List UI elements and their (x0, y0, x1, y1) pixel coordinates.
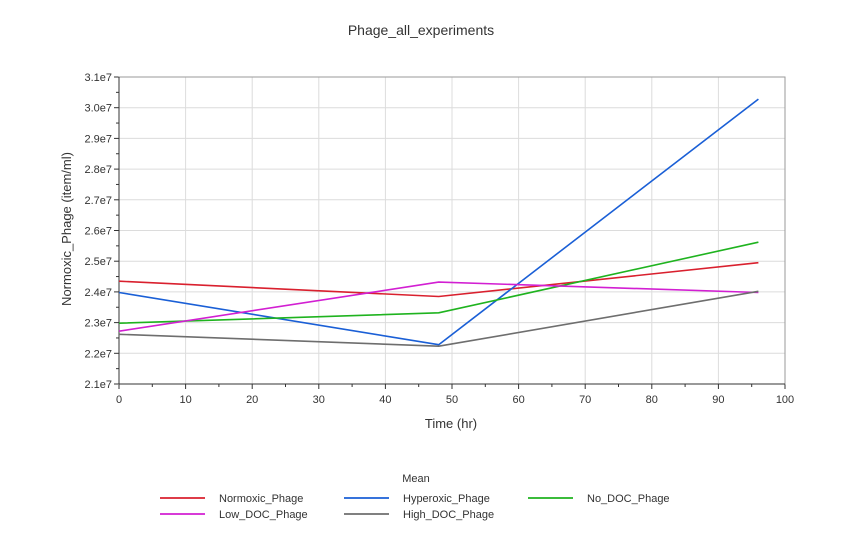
legend-label: No_DOC_Phage (587, 493, 670, 505)
legend: Normoxic_Phage Hyperoxic_Phage No_DOC_Phag… (160, 493, 670, 521)
y-tick-label: 2.2e7 (84, 348, 112, 360)
y-axis-label: Normoxic_Phage (item/ml) (59, 152, 74, 306)
x-tick-label: 60 (512, 394, 524, 406)
series-line-low-doc-phage (118, 281, 759, 332)
y-tick-label: 2.9e7 (84, 133, 112, 145)
chart-title: Phage_all_experiments (348, 22, 494, 38)
series-line-hyperoxic-phage (118, 98, 759, 346)
x-tick-label: 0 (116, 394, 122, 406)
legend-item: High_DOC_Phage (344, 509, 494, 521)
y-tick-label: 2.5e7 (84, 256, 112, 268)
x-tick-label: 50 (446, 394, 458, 406)
y-tick-label: 2.7e7 (84, 195, 112, 207)
legend-item: Hyperoxic_Phage (344, 493, 490, 505)
x-axis-label: Time (hr) (425, 416, 477, 431)
legend-title: Mean (402, 473, 430, 485)
x-tick-label: 30 (313, 394, 325, 406)
x-tick-label: 70 (579, 394, 591, 406)
legend-label: Low_DOC_Phage (219, 509, 308, 521)
y-tick-label: 2.4e7 (84, 287, 112, 299)
series-line-normoxic-phage (118, 261, 759, 298)
legend-item: No_DOC_Phage (528, 493, 670, 505)
axes: 0 10 20 30 40 50 60 70 80 90 100 2.1e7 2.2e7 2.3e7 2.4… (84, 72, 794, 406)
legend-label: High_DOC_Phage (403, 509, 494, 521)
series-line-high-doc-phage (118, 290, 759, 348)
y-tick-label: 2.8e7 (84, 164, 112, 176)
series-line-no-doc-phage (118, 241, 759, 324)
x-tick-label: 10 (179, 394, 191, 406)
y-tick-label: 3.0e7 (84, 103, 112, 115)
legend-label: Normoxic_Phage (219, 493, 303, 505)
x-tick-label: 80 (646, 394, 658, 406)
legend-item: Normoxic_Phage (160, 493, 303, 505)
y-tick-label: 3.1e7 (84, 72, 112, 84)
x-tick-label: 20 (246, 394, 258, 406)
x-tick-label: 90 (712, 394, 724, 406)
y-tick-label: 2.3e7 (84, 318, 112, 330)
legend-label: Hyperoxic_Phage (403, 493, 490, 505)
y-tick-label: 2.1e7 (84, 379, 112, 391)
legend-item: Low_DOC_Phage (160, 509, 308, 521)
x-tick-label: 100 (776, 394, 794, 406)
series-group (118, 98, 759, 348)
x-tick-label: 40 (379, 394, 391, 406)
y-tick-label: 2.6e7 (84, 226, 112, 238)
